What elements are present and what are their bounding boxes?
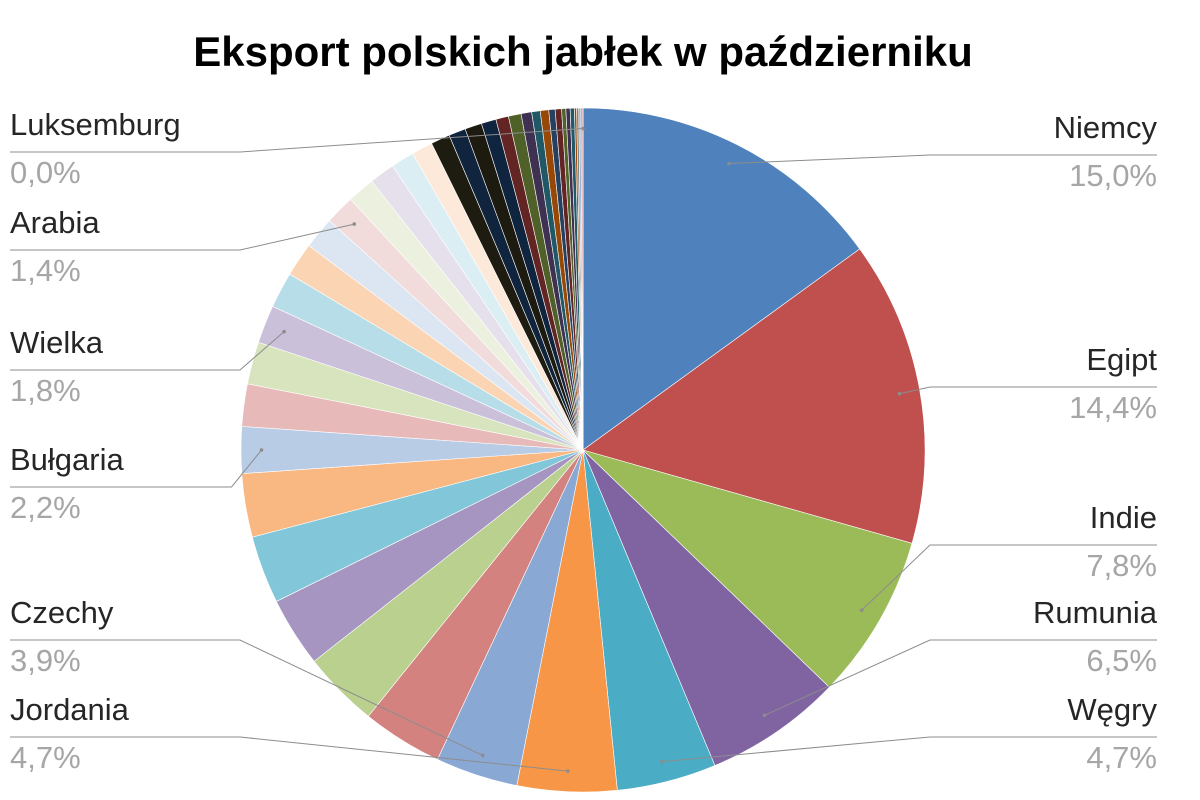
label-value: 1,4%	[10, 253, 81, 288]
leader-dot	[859, 608, 864, 612]
pie-slice	[582, 449, 830, 766]
label-value: 4,7%	[10, 740, 81, 775]
label-value: 7,8%	[1086, 548, 1157, 583]
leader-dot	[352, 222, 357, 226]
label-name: Niemcy	[1054, 110, 1158, 145]
label-value: 0,0%	[10, 155, 81, 190]
leader-line	[10, 736, 568, 772]
leader-line	[661, 736, 1157, 763]
label-name: Bułgaria	[10, 442, 124, 477]
label-value: 1,8%	[10, 373, 81, 408]
label-name: Węgry	[1067, 692, 1157, 727]
label-name: Rumunia	[1033, 595, 1158, 630]
label-name: Jordania	[10, 692, 130, 727]
label-name: Egipt	[1086, 342, 1157, 377]
label-value: 2,2%	[10, 490, 81, 525]
leader-line	[728, 154, 1157, 165]
label-value: 15,0%	[1069, 158, 1157, 193]
leader-line	[899, 386, 1157, 395]
label-value: 6,5%	[1086, 643, 1157, 678]
leader-line	[10, 449, 262, 488]
label-value: 3,9%	[10, 643, 81, 678]
leader-dot	[897, 391, 902, 396]
leader-line	[10, 639, 483, 756]
leader-dot	[581, 126, 585, 131]
leader-dot	[282, 329, 286, 334]
leader-dot	[762, 713, 767, 718]
pie-slice	[582, 248, 926, 544]
chart-title: Eksport polskich jabłek w październiku	[193, 28, 973, 75]
label-name: Luksemburg	[10, 107, 181, 142]
label-name: Arabia	[10, 205, 100, 240]
leader-line	[861, 544, 1157, 611]
label-name: Indie	[1090, 500, 1157, 535]
leader-dot	[727, 161, 731, 166]
leader-line	[764, 639, 1157, 716]
pie-slice	[582, 107, 861, 451]
leader-line	[10, 331, 285, 371]
label-name: Czechy	[10, 595, 114, 630]
leader-dot	[566, 769, 570, 773]
leader-dot	[259, 448, 264, 452]
pie-slice	[582, 449, 913, 688]
leader-line	[10, 128, 584, 153]
label-name: Wielka	[10, 325, 104, 360]
leader-dot	[480, 753, 485, 758]
label-value: 14,4%	[1069, 390, 1157, 425]
label-value: 4,7%	[1086, 740, 1157, 775]
leader-dot	[660, 759, 664, 764]
leader-line	[10, 223, 355, 251]
